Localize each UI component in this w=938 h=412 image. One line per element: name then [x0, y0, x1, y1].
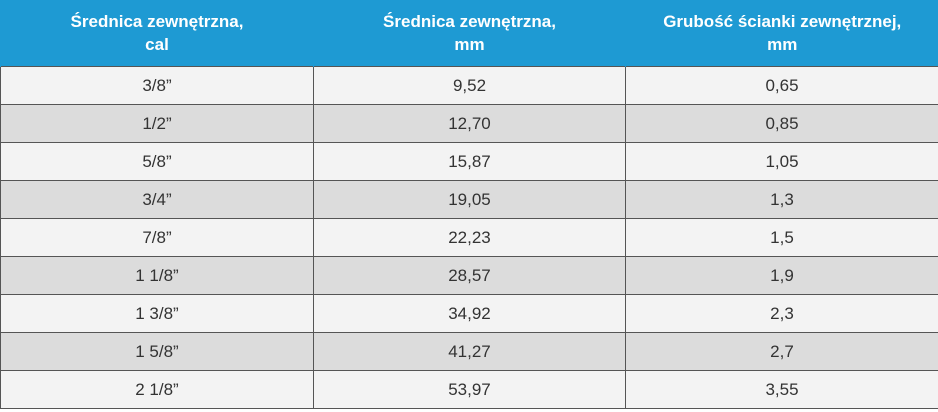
table-cell: 9,52	[313, 66, 626, 105]
table-body: 3/8” 9,52 0,65 1/2” 12,70 0,85 5/8” 15,87 1,05 3/…	[0, 66, 938, 409]
header-line: mm	[454, 35, 485, 54]
table-cell: 1 3/8”	[0, 294, 314, 333]
header-row: Średnica zewnętrzna, cal Średnica zewnętrz…	[0, 0, 938, 67]
table-cell: 2,7	[625, 332, 938, 371]
table-cell: 28,57	[313, 256, 626, 295]
table-cell: 22,23	[313, 218, 626, 257]
table-cell: 19,05	[313, 180, 626, 219]
table-row: 1/2” 12,70 0,85	[0, 104, 938, 143]
table-cell: 34,92	[313, 294, 626, 333]
table-cell: 1,3	[625, 180, 938, 219]
header-line: Średnica zewnętrzna,	[70, 12, 244, 31]
header-line: Średnica zewnętrzna,	[383, 12, 556, 31]
table-cell: 1,9	[625, 256, 938, 295]
table-cell: 0,85	[625, 104, 938, 143]
table-row: 5/8” 15,87 1,05	[0, 142, 938, 181]
table-cell: 7/8”	[0, 218, 314, 257]
table-cell: 5/8”	[0, 142, 314, 181]
table-cell: 1,5	[625, 218, 938, 257]
header-cell: Grubość ścianki zewnętrznej, mm	[625, 0, 938, 67]
table-cell: 3/8”	[0, 66, 314, 105]
table-cell: 53,97	[313, 370, 626, 409]
table-cell: 41,27	[313, 332, 626, 371]
table-row: 1 3/8” 34,92 2,3	[0, 294, 938, 333]
table-cell: 2 1/8”	[0, 370, 314, 409]
table-row: 1 5/8” 41,27 2,7	[0, 332, 938, 371]
table-row: 2 1/8” 53,97 3,55	[0, 370, 938, 409]
table-row: 1 1/8” 28,57 1,9	[0, 256, 938, 295]
table-cell: 12,70	[313, 104, 626, 143]
table-cell: 2,3	[625, 294, 938, 333]
table-cell: 3,55	[625, 370, 938, 409]
table-cell: 1,05	[625, 142, 938, 181]
table-cell: 15,87	[313, 142, 626, 181]
table-cell: 3/4”	[0, 180, 314, 219]
table-cell: 1/2”	[0, 104, 314, 143]
header-cell: Średnica zewnętrzna, mm	[313, 0, 626, 67]
table-row: 7/8” 22,23 1,5	[0, 218, 938, 257]
table-row: 3/4” 19,05 1,3	[0, 180, 938, 219]
table-cell: 1 1/8”	[0, 256, 314, 295]
table-cell: 0,65	[625, 66, 938, 105]
table-cell: 1 5/8”	[0, 332, 314, 371]
header-line: mm	[767, 35, 798, 54]
header-cell: Średnica zewnętrzna, cal	[0, 0, 314, 67]
table-row: 3/8” 9,52 0,65	[0, 66, 938, 105]
header-line: cal	[145, 35, 169, 54]
header-line: Grubość ścianki zewnętrznej,	[663, 12, 902, 31]
